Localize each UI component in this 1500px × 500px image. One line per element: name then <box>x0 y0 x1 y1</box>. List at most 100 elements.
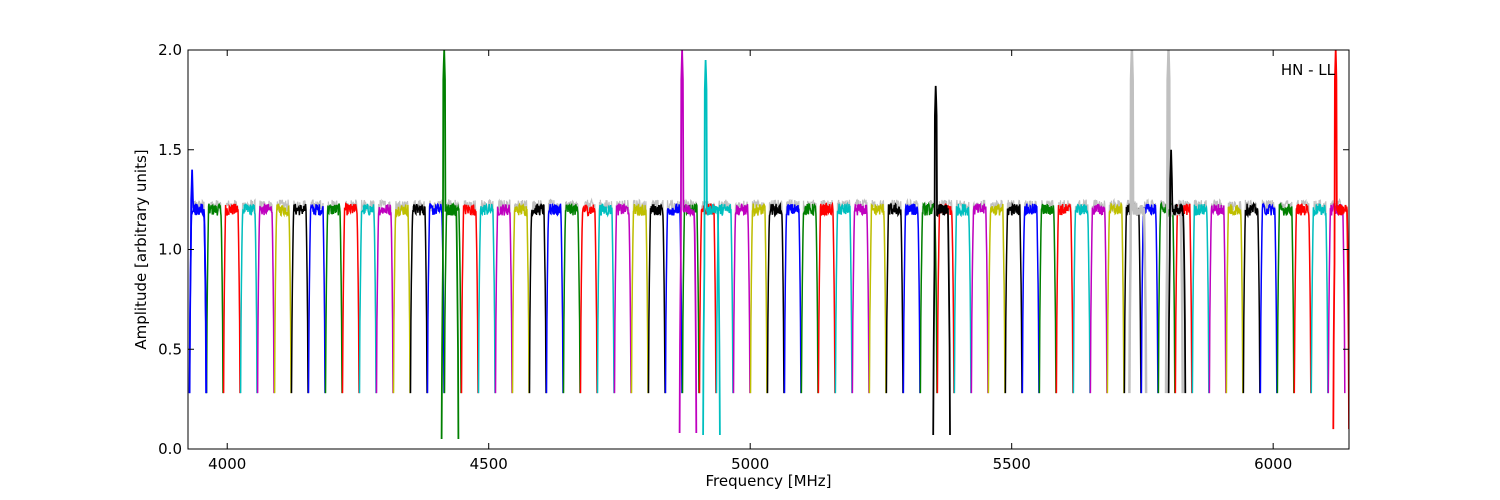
reference-trace <box>257 200 275 394</box>
reference-trace <box>783 198 802 394</box>
reference-trace <box>290 200 309 394</box>
reference-trace <box>240 198 258 394</box>
channel-trace <box>1038 203 1057 394</box>
reference-trace <box>189 198 207 394</box>
reference-trace <box>834 199 853 394</box>
channel-trace <box>1004 201 1023 394</box>
y-axis: 0.0 0.5 1.0 1.5 2.0 <box>158 41 1349 458</box>
anomalous-channel-trace <box>1167 149 1187 394</box>
x-tick-label: 5000 <box>731 455 769 473</box>
channel-trace <box>205 203 224 394</box>
reference-trace <box>749 199 768 394</box>
x-tick-label: 4500 <box>470 455 508 473</box>
y-axis-title: Amplitude [arbitrary units] <box>132 149 150 349</box>
channel-trace <box>834 201 853 394</box>
channel-trace <box>239 203 258 394</box>
channel-trace <box>1123 202 1142 394</box>
y-tick-label: 2.0 <box>158 41 182 59</box>
channel-trace <box>749 203 768 394</box>
y-tick-label: 1.5 <box>158 141 182 159</box>
channel-trace <box>902 203 921 394</box>
channel-trace <box>766 201 785 394</box>
reference-trace <box>409 199 428 394</box>
reference-trace <box>375 198 394 394</box>
channel-trace <box>1293 203 1312 394</box>
reference-trace <box>358 199 377 394</box>
reference-trace <box>307 199 326 394</box>
channel-trace <box>1055 202 1074 394</box>
reference-trace <box>970 199 989 394</box>
channel-trace <box>426 202 445 394</box>
reference-trace <box>206 200 224 394</box>
reference-trace <box>223 199 241 394</box>
channel-trace <box>307 203 326 394</box>
channel-trace <box>1072 203 1091 394</box>
channel-trace <box>256 203 275 394</box>
channel-trace <box>375 204 394 394</box>
channel-trace <box>273 203 292 394</box>
reference-trace <box>579 197 598 394</box>
channel-trace <box>324 203 343 394</box>
anomalous-channel-trace <box>932 85 951 436</box>
x-tick-label: 6000 <box>1254 455 1292 473</box>
x-tick-label: 5500 <box>993 455 1031 473</box>
anomalous-channel-trace <box>678 50 698 434</box>
reference-trace <box>987 199 1006 394</box>
reference-trace <box>851 198 870 394</box>
reference-trace <box>562 199 581 394</box>
reference-trace <box>868 199 887 394</box>
chart-annotation: HN - LL <box>1281 61 1336 79</box>
reference-trace <box>1310 199 1329 394</box>
reference-trace <box>545 198 564 394</box>
y-tick-label: 0.5 <box>158 340 182 358</box>
channel-trace <box>392 204 411 394</box>
channel-trace <box>851 203 870 394</box>
channel-trace <box>1106 201 1125 394</box>
channel-trace <box>1276 202 1295 394</box>
reference-trace <box>817 199 836 394</box>
channel-trace <box>562 202 581 394</box>
reference-trace <box>324 199 343 394</box>
reference-trace <box>460 200 479 394</box>
reference-trace <box>274 199 292 394</box>
y-tick-label: 1.0 <box>158 241 182 259</box>
reference-trace <box>1293 198 1312 394</box>
reference-trace <box>885 199 904 394</box>
reference-trace <box>1055 200 1074 394</box>
channel-trace <box>1242 201 1261 394</box>
reference-trace <box>630 198 649 394</box>
reference-trace <box>766 199 785 394</box>
channel-trace <box>341 202 360 394</box>
channel-trace <box>698 203 717 394</box>
channel-trace <box>1327 202 1346 394</box>
channel-trace <box>664 203 683 394</box>
channel-trace <box>358 203 377 394</box>
reference-trace <box>902 197 921 394</box>
channel-trace <box>545 203 564 394</box>
channel-trace <box>511 202 530 394</box>
channel-trace <box>613 203 632 394</box>
reference-trace <box>1089 199 1108 394</box>
channel-trace <box>188 202 207 394</box>
channel-trace <box>953 203 972 394</box>
reference-trace <box>1106 197 1125 394</box>
channel-trace <box>1208 204 1227 394</box>
channel-trace <box>222 203 241 394</box>
reference-trace <box>494 198 513 394</box>
channel-trace <box>1259 202 1278 394</box>
channel-trace <box>1021 203 1040 394</box>
anomalous-channel-trace <box>1332 50 1349 430</box>
reference-trace <box>698 199 717 394</box>
channel-trace <box>868 202 887 394</box>
channel-trace <box>800 202 819 394</box>
reference-trace <box>732 200 751 394</box>
channel-trace <box>987 203 1006 394</box>
reference-trace <box>1021 200 1040 394</box>
reference-trace <box>1123 199 1142 394</box>
channel-trace <box>970 202 989 394</box>
channel-trace <box>783 203 802 394</box>
reference-trace <box>1242 199 1261 394</box>
channel-trace <box>477 202 496 394</box>
channel-trace <box>409 203 428 394</box>
reference-trace <box>1225 200 1244 394</box>
